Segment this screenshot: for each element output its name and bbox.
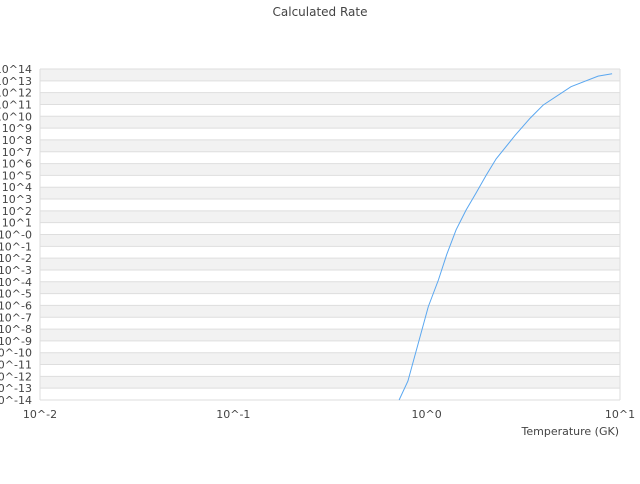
grid-band [40, 92, 620, 105]
grid-band [40, 234, 620, 247]
y-tick-label: 10^-14 [0, 394, 32, 407]
grid-band [40, 258, 620, 270]
grid-band [40, 352, 620, 365]
y-tick-label: 10^1 [2, 217, 32, 230]
y-tick-label: 10^9 [2, 122, 32, 135]
x-tick-label: 10^1 [605, 408, 635, 421]
grid-band [40, 69, 620, 81]
grid-band [40, 163, 620, 176]
grid-band [40, 116, 620, 129]
series-lines [398, 73, 613, 401]
y-tick-label: 10^-4 [0, 276, 32, 289]
grid-band [40, 281, 620, 294]
y-tick-label: 10^-8 [0, 323, 32, 336]
grid-band [40, 376, 620, 389]
y-tick-label: 10^-12 [0, 370, 32, 383]
x-tick-label: 10^-1 [216, 408, 250, 421]
y-tick-label: 10^-11 [0, 359, 32, 372]
y-tick-label: 10^-9 [0, 335, 32, 348]
y-tick-label: 10^7 [2, 146, 32, 159]
y-tick-label: 10^12 [0, 87, 32, 100]
x-axis-label: Temperature (GK) [521, 425, 620, 438]
grid-band [40, 210, 620, 223]
y-tick-label: 10^-6 [0, 299, 32, 312]
gridlines [39, 68, 621, 401]
y-tick-label: 10^4 [2, 181, 32, 194]
y-axis-ticks: 10^-1410^-1310^-1210^-1110^-1010^-910^-8… [0, 63, 32, 407]
x-tick-label: 10^0 [412, 408, 442, 421]
x-tick-label: 10^-2 [23, 408, 57, 421]
y-tick-label: 10^14 [0, 63, 32, 76]
y-tick-label: 10^2 [2, 205, 32, 218]
y-tick-label: 10^-3 [0, 264, 32, 277]
y-tick-label: 10^-13 [0, 382, 32, 395]
y-tick-label: 10^11 [0, 98, 32, 111]
grid-band [40, 329, 620, 341]
y-tick-label: 10^-0 [0, 229, 32, 242]
grid-band [40, 305, 620, 318]
y-tick-label: 10^-10 [0, 347, 32, 360]
grid-band [40, 187, 620, 200]
y-tick-label: 10^13 [0, 75, 32, 88]
y-tick-label: 10^3 [2, 193, 32, 206]
y-tick-label: 10^-7 [0, 311, 32, 324]
y-tick-label: 10^10 [0, 110, 32, 123]
y-tick-label: 10^-1 [0, 240, 32, 253]
y-tick-label: 10^-2 [0, 252, 32, 265]
y-tick-label: 10^5 [2, 169, 32, 182]
chart-title: Calculated Rate [273, 5, 368, 19]
series-line [398, 73, 613, 401]
y-tick-label: 10^8 [2, 134, 32, 147]
grid-band [40, 139, 620, 152]
y-tick-label: 10^6 [2, 158, 32, 171]
x-axis-ticks: 10^-2 10^-1 10^0 10^1 [23, 408, 635, 421]
y-tick-label: 10^-5 [0, 288, 32, 301]
